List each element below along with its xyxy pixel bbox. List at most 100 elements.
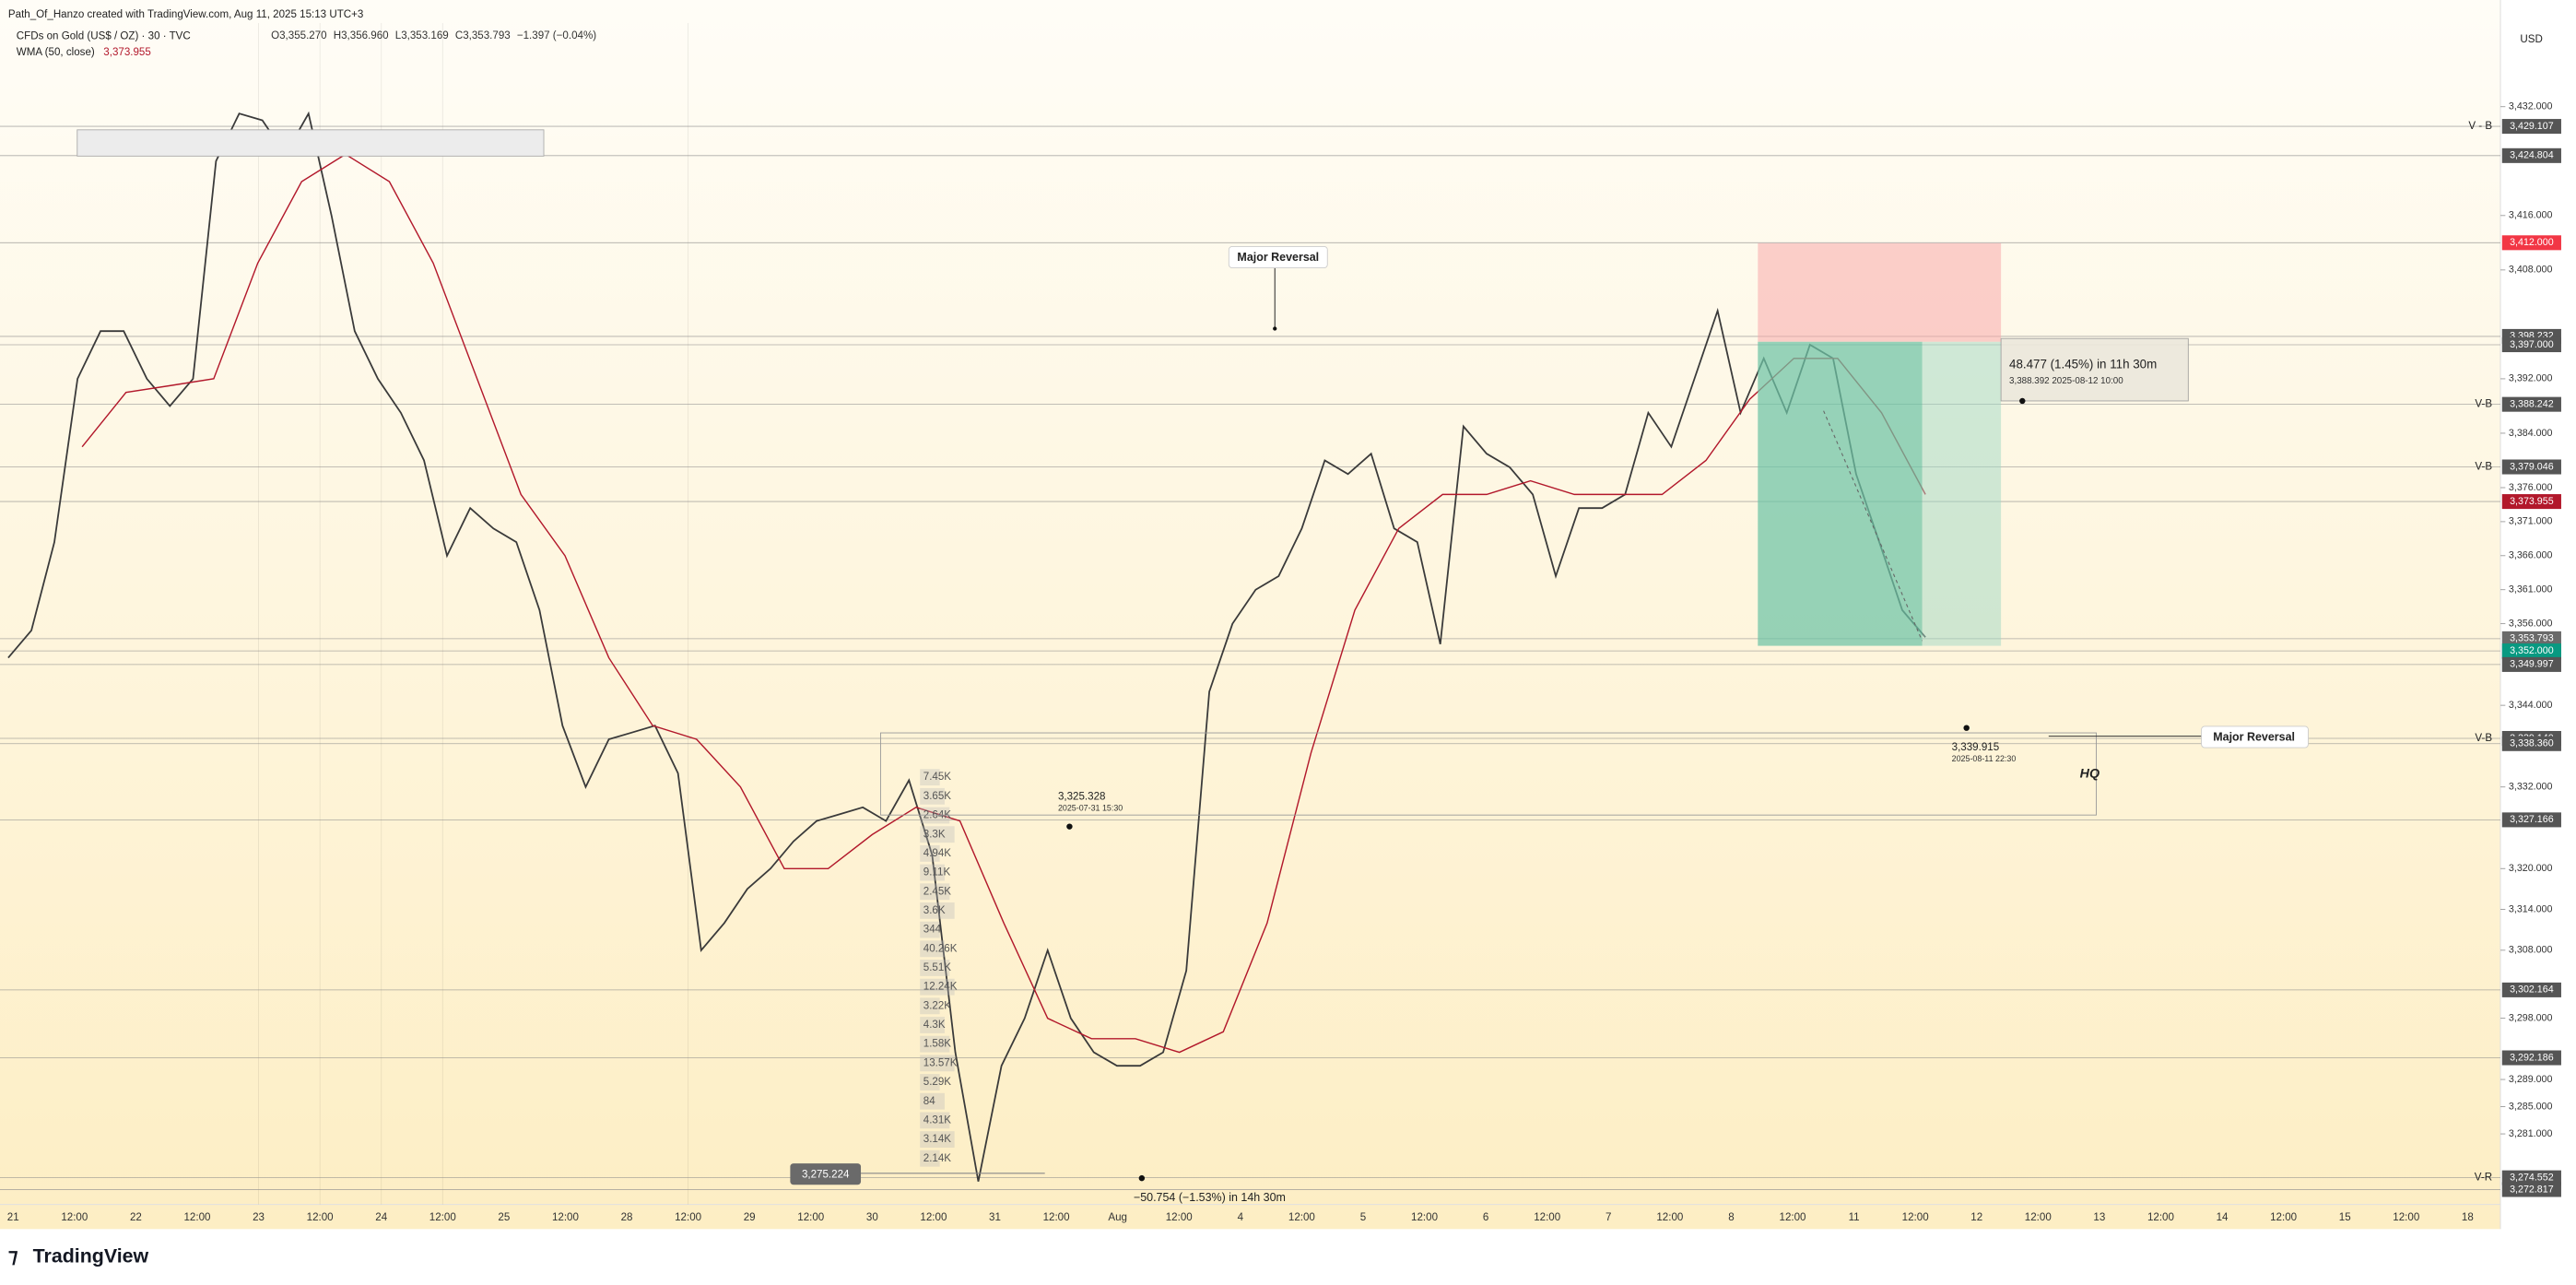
level-label: V-B [2475, 733, 2492, 744]
price-tag-label: 3,424.804 [2510, 150, 2554, 161]
price-tag-label: 3,302.164 [2510, 984, 2554, 996]
ohlc-value: C3,353.793 [455, 30, 511, 41]
price-tag-label: 3,292.186 [2510, 1052, 2554, 1063]
price-tag [2501, 494, 2561, 510]
price-line [7, 111, 1926, 1182]
y-tick-label: 3,408.000 [2509, 265, 2553, 276]
wma-line [81, 153, 1926, 1054]
price-tag-label: 3,349.997 [2510, 659, 2554, 670]
price-tag [2501, 1170, 2561, 1185]
volume-bar [920, 1092, 945, 1110]
y-tick-label: 3,356.000 [2509, 618, 2553, 629]
volume-bar [920, 921, 940, 938]
volume-bar [920, 1074, 940, 1090]
plot-area [0, 0, 2501, 1230]
ohlc-value: H3,356.960 [334, 30, 389, 41]
volume-bar [920, 844, 940, 862]
y-tick-label: 3,308.000 [2509, 945, 2553, 956]
x-tick-label: 12:00 [1288, 1212, 1315, 1223]
volume-label: 3.65K [923, 791, 952, 802]
volume-bar [920, 997, 940, 1015]
dot [1066, 823, 1073, 830]
y-tick-label: 3,376.000 [2509, 482, 2553, 493]
price-tag [2501, 459, 2561, 475]
annotation: 3,275.224 [802, 1170, 850, 1181]
level-label: V-B [2475, 462, 2492, 473]
price-tag-label: 3,274.552 [2510, 1172, 2554, 1183]
dot [2019, 397, 2026, 405]
logo-icon: ⁊ [8, 1244, 18, 1267]
x-tick-label: 12:00 [920, 1212, 947, 1223]
x-tick-label: 12:00 [1534, 1212, 1560, 1223]
y-tick-label: 3,285.000 [2509, 1101, 2553, 1112]
dot [1138, 1174, 1146, 1182]
zone-box [76, 129, 545, 157]
volume-label: 12.24K [923, 982, 958, 993]
volume-label: 3.14K [923, 1134, 952, 1145]
volume-bar [920, 1112, 950, 1129]
x-tick-label: 25 [498, 1212, 510, 1223]
trend-line [1823, 410, 1923, 642]
ohlc-value: L3,353.169 [395, 30, 449, 41]
label-box [790, 1163, 862, 1185]
dot [1273, 326, 1277, 331]
x-tick-label: 12:00 [2270, 1212, 2297, 1223]
price-tag-label: 3,327.166 [2510, 814, 2554, 825]
volume-bar [920, 902, 955, 919]
x-tick-label: 12:00 [552, 1212, 579, 1223]
volume-label: 4.94K [923, 848, 952, 859]
annotation: Major Reversal [2213, 731, 2295, 744]
y-tick-label: 3,281.000 [2509, 1128, 2553, 1139]
price-tag [2501, 643, 2561, 659]
x-tick-label: 31 [989, 1212, 1001, 1223]
volume-bar [920, 1055, 955, 1072]
volume-bar [920, 1035, 950, 1053]
x-tick-label: 24 [375, 1212, 387, 1223]
indicator: WMA (50, close) [17, 47, 95, 58]
volume-label: 40.26K [923, 943, 958, 954]
volume-label: 3.3K [923, 829, 946, 840]
label-box [2201, 725, 2309, 749]
annotation: 3,325.328 [1058, 792, 1106, 803]
annotation: HQ [2080, 766, 2100, 781]
price-tag [2501, 656, 2561, 672]
volume-bar [920, 883, 950, 901]
footer [0, 1229, 2576, 1285]
price-tag [2501, 235, 2561, 251]
y-tick-label: 3,371.000 [2509, 516, 2553, 527]
volume-label: 4.3K [923, 1020, 946, 1031]
x-tick-label: 7 [1606, 1212, 1611, 1223]
y-tick-label: 3,384.000 [2509, 428, 2553, 439]
level-label: V-R [2475, 1173, 2492, 1184]
price-tag [2501, 1050, 2561, 1066]
price-tag-label: 3,429.107 [2510, 121, 2554, 132]
volume-bar [920, 940, 945, 958]
price-tag-label: 3,272.817 [2510, 1184, 2554, 1195]
x-tick-label: 22 [130, 1212, 142, 1223]
x-tick-label: 12:00 [1166, 1212, 1193, 1223]
volume-label: 2.14K [923, 1153, 952, 1164]
x-tick-label: 12:00 [429, 1212, 456, 1223]
target-zone-filled [1758, 341, 1923, 646]
price-tag-label: 3,352.000 [2510, 645, 2554, 656]
y-tick-label: 3,366.000 [2509, 550, 2553, 561]
annotation: 3,388.392 2025-08-12 10:00 [2009, 376, 2123, 386]
price-tag [2501, 736, 2561, 751]
symbol: CFDs on Gold (US$ / OZ) · 30 · TVC [17, 30, 191, 41]
x-tick-label: 12:00 [1656, 1212, 1683, 1223]
credit: Path_Of_Hanzo created with TradingView.c… [8, 9, 363, 20]
price-tag [2501, 631, 2561, 646]
volume-bar [920, 1149, 940, 1167]
level-label: V-B [2475, 399, 2492, 410]
y-tick-label: 3,392.000 [2509, 373, 2553, 384]
x-tick-label: Aug [1108, 1212, 1127, 1223]
x-tick-label: 8 [1728, 1212, 1734, 1223]
price-tag-label: 3,412.000 [2510, 237, 2554, 248]
volume-bar [920, 1131, 955, 1148]
x-tick-label: 4 [1238, 1212, 1244, 1223]
x-tick-label: 23 [253, 1212, 265, 1223]
logo: TradingView [33, 1244, 149, 1267]
y-tick-label: 3,320.000 [2509, 863, 2553, 874]
volume-label: 5.29K [923, 1077, 952, 1088]
